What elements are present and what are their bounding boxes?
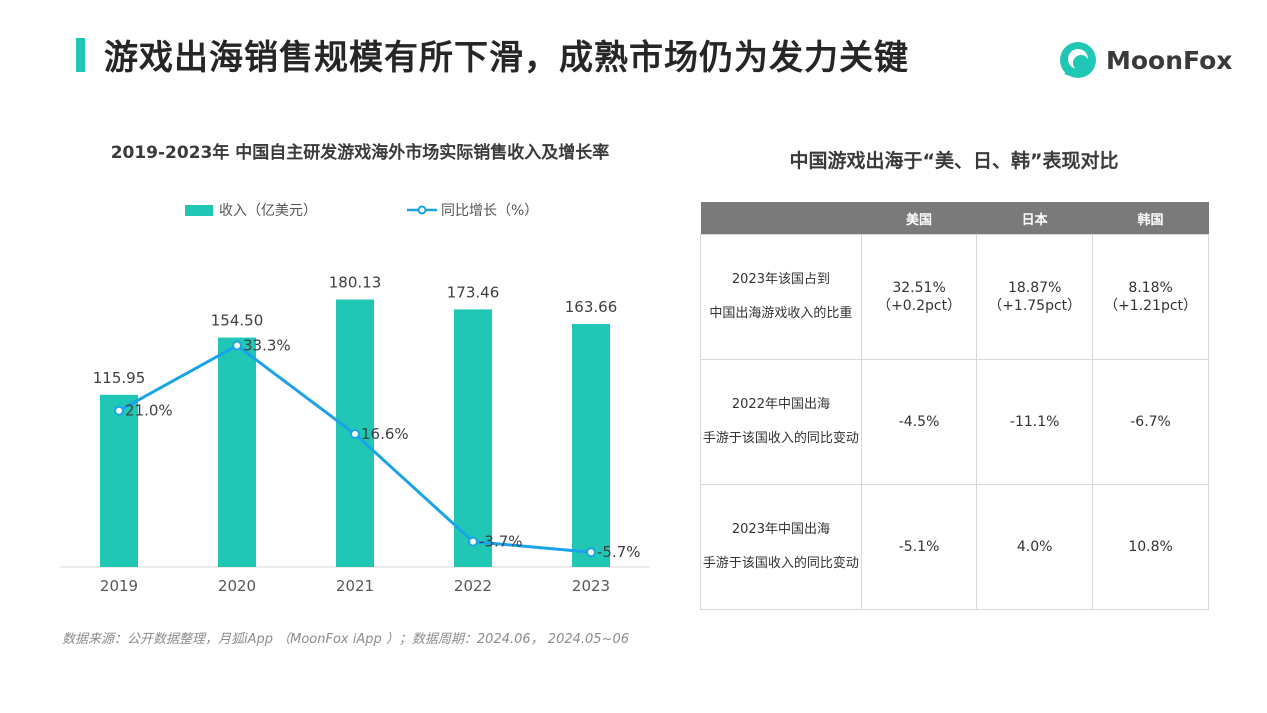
table-row-label: 2023年中国出海 手游于该国收入的同比变动: [700, 484, 862, 610]
table-row-label: 2022年中国出海 手游于该国收入的同比变动: [700, 359, 862, 485]
x-tick-label: 2022: [454, 577, 492, 595]
legend-line-swatch: [407, 205, 437, 215]
chart-title: 2019-2023年 中国自主研发游戏海外市场实际销售收入及增长率: [110, 143, 610, 163]
table-cell: 10.8%: [1092, 484, 1209, 610]
table-cell: -4.5%: [860, 359, 978, 485]
logo-text: MoonFox: [1106, 45, 1233, 75]
growth-point: [586, 547, 596, 558]
legend-bar-swatch: [185, 204, 213, 216]
title-accent-bar: [76, 38, 85, 72]
growth-point: [468, 536, 478, 547]
revenue-growth-chart: 115.95 2019 154.50 2020 180.13 2021 173.46 2022…: [60, 274, 650, 595]
comparison-table: 美国 日本 韩国 2023年该国占到 中国出海游戏收入的比重 32.51% （+0.2…: [700, 202, 1209, 610]
growth-point: [232, 340, 242, 351]
growth-point: [114, 405, 124, 416]
legend-bar-label: 收入（亿美元）: [219, 203, 317, 219]
bar-value-label: 180.13: [329, 274, 382, 292]
table-header-blank: [700, 202, 862, 235]
x-tick-label: 2020: [218, 577, 256, 595]
growth-value-label: 21.0%: [125, 402, 173, 420]
chart-legend: 收入（亿美元） 同比增长（%）: [185, 200, 538, 220]
page-title: 游戏出海销售规模有所下滑，成熟市场仍为发力关键: [104, 38, 909, 78]
bar-value-label: 173.46: [447, 283, 500, 301]
x-tick-label: 2019: [100, 577, 138, 595]
bar: [100, 394, 138, 567]
table-header-row: 美国 日本 韩国: [700, 202, 1209, 235]
x-tick-label: 2023: [572, 577, 610, 595]
source-note: 数据来源：公开数据整理，月狐iApp （MoonFox iApp ）；数据周期：…: [62, 632, 629, 647]
table-cell: -6.7%: [1092, 359, 1209, 485]
moonfox-logo-icon: [1060, 42, 1096, 78]
table-header-cell: 韩国: [1092, 202, 1209, 235]
growth-point: [350, 429, 360, 440]
table-row: 2022年中国出海 手游于该国收入的同比变动 -4.5% -11.1% -6.7%: [700, 359, 1209, 485]
bar-value-label: 163.66: [565, 298, 618, 316]
table-row: 2023年该国占到 中国出海游戏收入的比重 32.51% （+0.2pct） 18.87…: [700, 234, 1209, 360]
bar-value-label: 154.50: [211, 312, 264, 330]
bar: [572, 323, 610, 567]
x-tick-label: 2021: [336, 577, 374, 595]
table-row: 2023年中国出海 手游于该国收入的同比变动 -5.1% 4.0% 10.8%: [700, 484, 1209, 610]
table-header-cell: 美国: [861, 202, 977, 235]
growth-value-label: -3.7%: [479, 533, 523, 551]
growth-value-label: 33.3%: [243, 337, 291, 355]
table-cell: 4.0%: [976, 484, 1094, 610]
bar: [218, 337, 256, 567]
table-cell: -11.1%: [976, 359, 1094, 485]
bar-value-label: 115.95: [93, 369, 146, 387]
bar: [454, 309, 492, 567]
moonfox-logo: MoonFox: [1058, 40, 1232, 80]
table-cell: 32.51% （+0.2pct）: [860, 234, 978, 360]
growth-value-label: -5.7%: [597, 543, 641, 561]
table-cell: 8.18% （+1.21pct）: [1092, 234, 1209, 360]
legend-line-label: 同比增长（%）: [441, 203, 539, 219]
table-title: 中国游戏出海于“美、日、韩”表现对比: [789, 150, 1119, 172]
growth-value-label: 16.6%: [361, 425, 409, 443]
table-header-cell: 日本: [976, 202, 1093, 235]
table-cell: 18.87% （+1.75pct）: [976, 234, 1094, 360]
table-cell: -5.1%: [860, 484, 978, 610]
table-row-label: 2023年该国占到 中国出海游戏收入的比重: [700, 234, 862, 360]
